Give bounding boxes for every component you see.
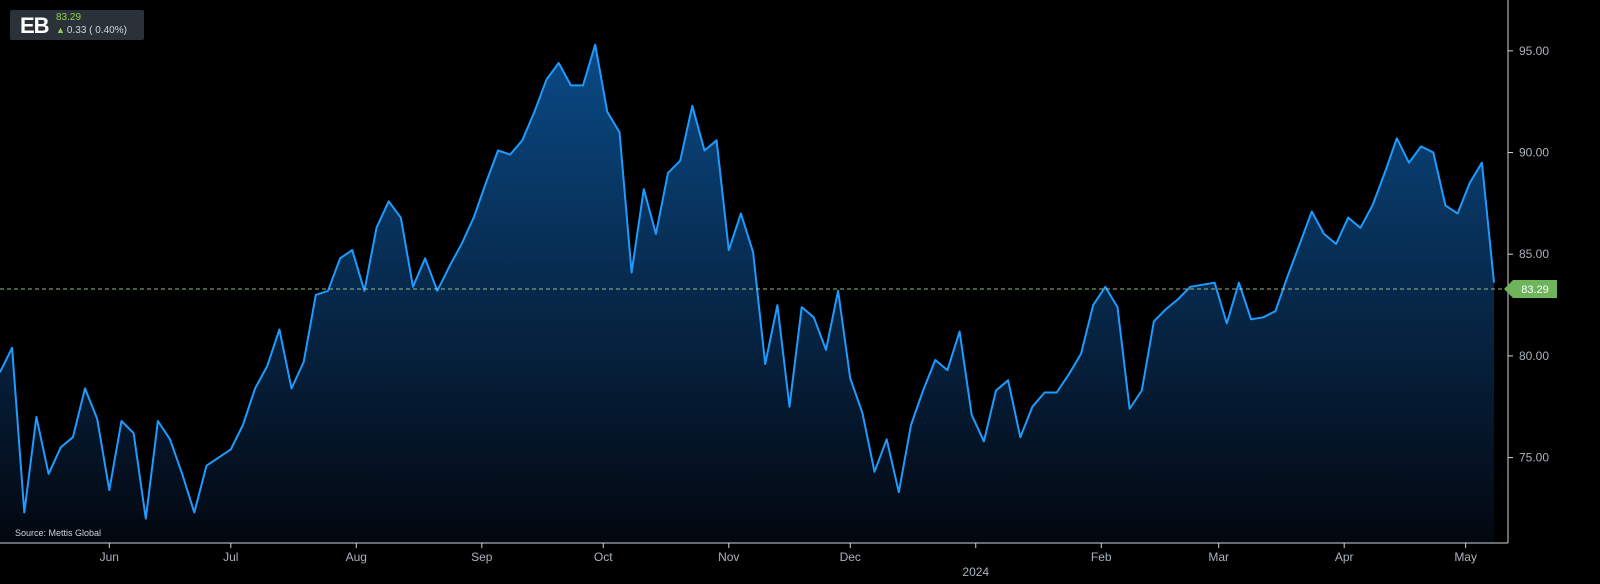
x-tick-label: Jun bbox=[100, 550, 119, 564]
price-line bbox=[0, 43, 1495, 520]
ticker-change-row: ▲ 0.33 ( 0.40%) bbox=[56, 25, 127, 36]
x-tick-label: Oct bbox=[594, 550, 613, 564]
y-tick-label: 95.00 bbox=[1519, 44, 1549, 58]
x-tick-label: Jul bbox=[223, 550, 238, 564]
ticker-price: 83.29 bbox=[56, 12, 82, 23]
x-tick-label: Feb bbox=[1091, 550, 1112, 564]
y-tick-label: 75.00 bbox=[1519, 451, 1549, 465]
ticker-change: 0.33 ( 0.40%) bbox=[66, 25, 127, 36]
source-note: Source: Mettis Global bbox=[15, 528, 102, 538]
x-tick-label: Dec bbox=[840, 550, 861, 564]
y-tick-label: 85.00 bbox=[1519, 247, 1549, 261]
x-tick-label: Nov bbox=[718, 550, 739, 564]
ticker-badge: EB 83.29 ▲ 0.33 ( 0.40%) bbox=[10, 10, 144, 40]
x-tick-label: Sep bbox=[471, 550, 493, 564]
last-value-label: 83.29 bbox=[1521, 284, 1549, 296]
axes: 75.00 80.00 85.00 90.00 95.00 Jun Jul Aug Sep Oct… bbox=[0, 0, 1557, 579]
y-tick-label: 80.00 bbox=[1519, 349, 1549, 363]
x-tick-label: Aug bbox=[346, 550, 367, 564]
plot-area bbox=[0, 43, 1508, 543]
x-tick-label: Apr bbox=[1335, 550, 1354, 564]
last-value-tag bbox=[1504, 279, 1557, 298]
year-tick-label: 2024 bbox=[962, 565, 989, 579]
price-area bbox=[0, 44, 1494, 543]
ticker-symbol: EB bbox=[20, 13, 50, 38]
x-tick-label: Mar bbox=[1208, 550, 1229, 564]
y-tick-label: 90.00 bbox=[1519, 146, 1549, 160]
arrow-up-icon: ▲ bbox=[56, 25, 65, 35]
x-tick-label: May bbox=[1454, 550, 1477, 564]
